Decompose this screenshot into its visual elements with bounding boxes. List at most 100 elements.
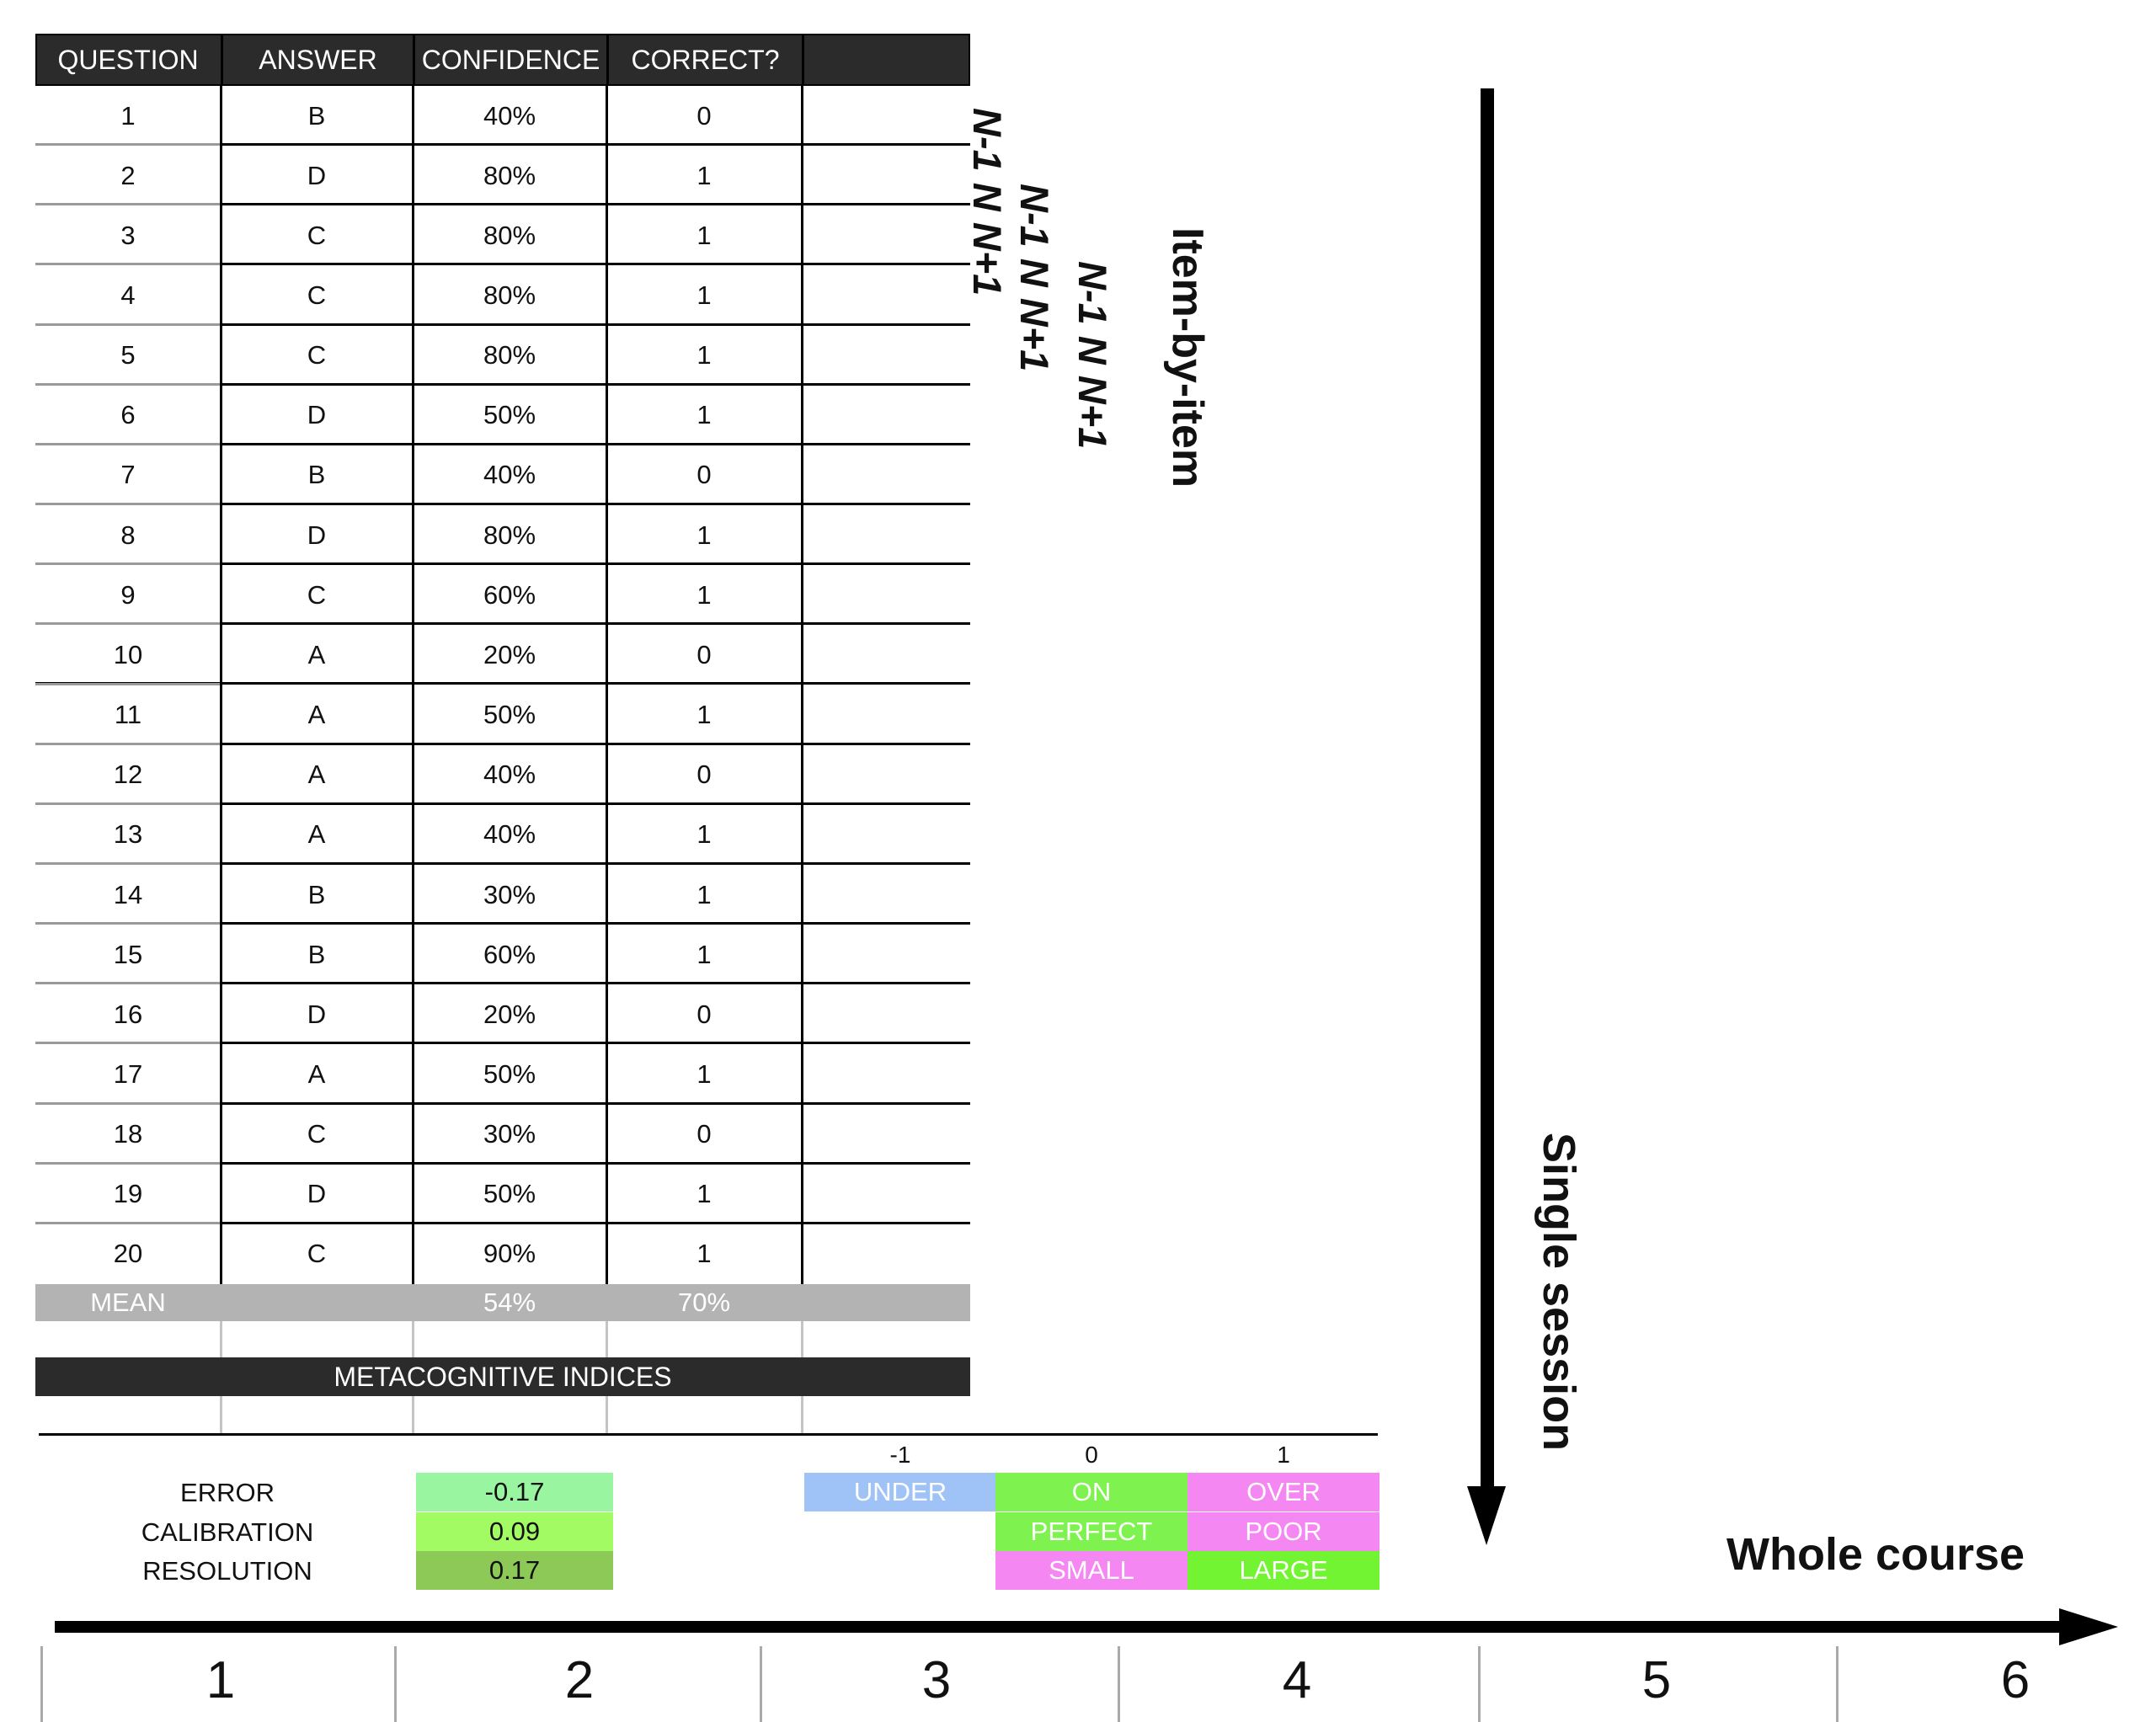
correct-cell: 1 <box>696 939 712 969</box>
question-cell: 2 <box>120 160 136 190</box>
table-row <box>35 326 970 386</box>
scale-number: 6 <box>2000 1651 2031 1709</box>
row-divider-gray <box>35 503 221 506</box>
table-row <box>35 1165 970 1224</box>
confidence-cell: 50% <box>483 1179 536 1209</box>
scale-number: 2 <box>564 1651 595 1709</box>
row-divider-gray <box>35 442 221 445</box>
row-divider-gray <box>35 622 221 626</box>
question-cell: 15 <box>113 939 143 969</box>
answer-cell: A <box>307 819 326 850</box>
answer-cell: A <box>307 760 326 790</box>
answer-cell: A <box>307 639 326 669</box>
row-divider-gray <box>35 143 221 147</box>
correct-cell: 0 <box>696 760 712 790</box>
table-row <box>35 805 970 865</box>
question-cell: 3 <box>120 220 136 250</box>
table-row <box>35 205 970 266</box>
scale-number: 5 <box>1641 1651 1672 1709</box>
answer-cell: C <box>307 340 327 371</box>
mean-label: MEAN <box>90 1288 166 1317</box>
confidence-cell: 40% <box>483 460 536 490</box>
confidence-cell: 80% <box>483 520 536 550</box>
question-cell: 12 <box>113 760 143 790</box>
row-divider-gray <box>35 203 221 206</box>
question-cell: 20 <box>113 1239 143 1269</box>
header-question: QUESTION <box>57 44 199 75</box>
correct-cell: 1 <box>696 819 712 850</box>
legend-cell-large: LARGE <box>1187 1551 1380 1590</box>
correct-cell: 1 <box>696 1179 712 1209</box>
answer-cell: B <box>307 939 326 969</box>
whole-course-arrow <box>55 1608 2118 1645</box>
table-row <box>35 1105 970 1165</box>
whole-course-label: Whole course <box>1726 1529 2025 1580</box>
column-guide <box>606 1321 608 1357</box>
correct-cell: 0 <box>696 639 712 669</box>
answer-cell: A <box>307 700 326 730</box>
answer-cell: A <box>307 1058 326 1089</box>
table-row <box>35 565 970 626</box>
scale-number: 3 <box>921 1651 952 1709</box>
legend-cell-over: OVER <box>1187 1473 1380 1511</box>
question-cell: 18 <box>113 1119 143 1149</box>
column-guide <box>412 1321 414 1357</box>
metacognitive-indices-title: METACOGNITIVE INDICES <box>35 1357 970 1396</box>
indices-divider <box>39 1433 1378 1436</box>
mean-correct: 70% <box>677 1288 731 1317</box>
row-divider-gray <box>35 861 221 865</box>
correct-cell: 1 <box>696 340 712 371</box>
column-line <box>606 86 608 1284</box>
column-guide <box>220 1396 222 1433</box>
question-cell: 17 <box>113 1058 143 1089</box>
single-session-label: Single session <box>1534 1133 1584 1452</box>
confidence-cell: 40% <box>483 100 536 131</box>
answer-cell: B <box>307 100 326 131</box>
legend-tick-label: 1 <box>1277 1442 1290 1468</box>
confidence-cell: 80% <box>483 160 536 190</box>
table-row <box>35 925 970 985</box>
mean-row <box>35 1284 970 1321</box>
correct-cell: 0 <box>696 460 712 490</box>
question-cell: 10 <box>113 639 143 669</box>
index-label-calibration: CALIBRATION <box>141 1517 314 1547</box>
question-cell: 7 <box>120 460 136 490</box>
correct-cell: 1 <box>696 280 712 310</box>
correct-cell: 1 <box>696 520 712 550</box>
table-row <box>35 86 970 147</box>
correct-cell: 1 <box>696 1058 712 1089</box>
row-divider-gray <box>35 742 221 745</box>
confidence-cell: 80% <box>483 280 536 310</box>
table-row <box>35 146 970 206</box>
confidence-cell: 30% <box>483 879 536 909</box>
correct-cell: 0 <box>696 1119 712 1149</box>
question-cell: 11 <box>114 700 142 730</box>
question-cell: 5 <box>120 340 136 371</box>
index-value-resolution: 0.17 <box>416 1551 613 1590</box>
confidence-cell: 60% <box>483 579 536 610</box>
confidence-cell: 80% <box>483 220 536 250</box>
correct-cell: 1 <box>696 879 712 909</box>
row-divider-gray <box>35 1161 221 1165</box>
table-row <box>35 445 970 506</box>
header-answer: ANSWER <box>221 34 413 86</box>
answer-cell: D <box>307 999 327 1029</box>
answer-cell: C <box>307 280 327 310</box>
table-row <box>35 505 970 566</box>
row-divider-gray <box>35 1101 221 1105</box>
column-line <box>412 86 414 1284</box>
legend-cell-small: SMALL <box>995 1551 1187 1590</box>
confidence-cell: 50% <box>483 1058 536 1089</box>
table-row <box>35 625 970 685</box>
answer-cell: B <box>307 460 326 490</box>
answer-cell: C <box>307 1239 327 1269</box>
header-correct: CORRECT? <box>606 34 802 86</box>
confidence-cell: 90% <box>483 1239 536 1269</box>
table-header-bar <box>35 34 970 86</box>
legend-tick-label: 0 <box>1085 1442 1098 1468</box>
single-session-arrow <box>1467 88 1506 1545</box>
row-divider-gray <box>35 682 221 685</box>
question-cell: 8 <box>120 520 136 550</box>
mean-confidence: 54% <box>483 1288 536 1317</box>
